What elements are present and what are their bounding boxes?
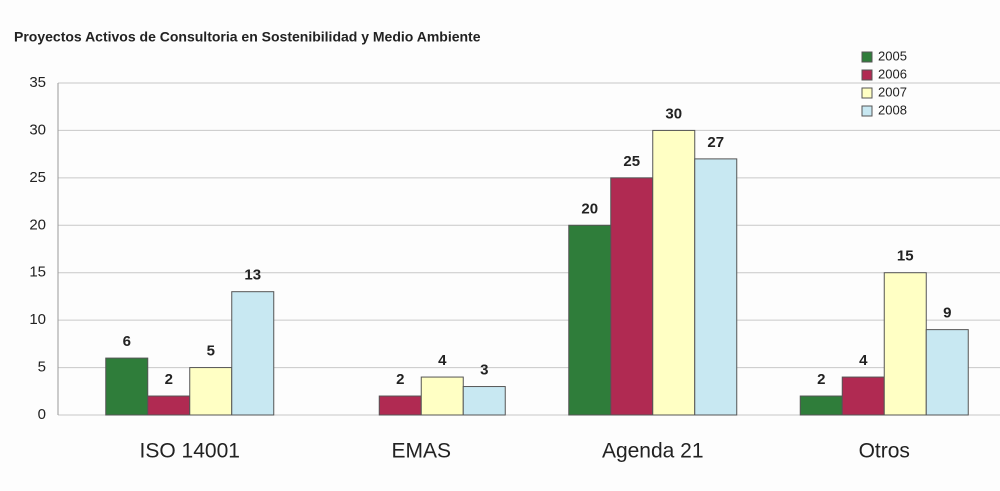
bar <box>147 395 191 416</box>
y-tick-label: 30 <box>29 121 46 138</box>
bar <box>105 357 149 416</box>
value-label: 30 <box>665 105 682 122</box>
bar <box>925 329 969 416</box>
bar <box>799 395 843 416</box>
value-label: 2 <box>165 371 173 388</box>
value-label: 13 <box>244 267 261 284</box>
value-label: 9 <box>943 305 951 322</box>
value-label: 4 <box>859 352 868 369</box>
y-tick-label: 35 <box>29 74 46 91</box>
value-label: 25 <box>623 153 640 170</box>
value-label: 6 <box>123 333 131 350</box>
y-tick-label: 20 <box>29 216 46 233</box>
value-label: 4 <box>438 352 447 369</box>
bar <box>462 386 506 416</box>
legend-label: 2005 <box>878 48 907 63</box>
bar <box>883 272 927 416</box>
value-label: 5 <box>207 343 215 360</box>
bar <box>694 158 738 416</box>
y-tick-label: 5 <box>38 359 46 376</box>
value-label: 27 <box>707 134 724 151</box>
legend-label: 2007 <box>878 84 907 99</box>
value-label: 3 <box>480 362 488 379</box>
bar <box>189 367 233 416</box>
bar <box>841 376 885 416</box>
y-tick-label: 25 <box>29 169 46 186</box>
x-tick-label: ISO 14001 <box>140 440 240 463</box>
bar <box>610 177 654 416</box>
legend-label: 2008 <box>878 102 907 117</box>
value-label: 2 <box>817 371 825 388</box>
legend-swatch <box>861 105 873 117</box>
bar <box>568 224 612 416</box>
legend-swatch <box>861 87 873 99</box>
bar <box>378 395 422 416</box>
chart-title: Proyectos Activos de Consultoria en Sost… <box>14 29 481 45</box>
x-tick-label: EMAS <box>391 440 451 463</box>
x-tick-label: Agenda 21 <box>602 440 704 463</box>
value-label: 15 <box>897 248 914 265</box>
bar <box>420 376 464 416</box>
legend-swatch <box>861 51 873 63</box>
y-tick-label: 15 <box>29 264 46 281</box>
x-tick-label: Otros <box>859 440 910 463</box>
value-label: 20 <box>581 200 598 217</box>
bar <box>231 291 275 416</box>
legend-label: 2006 <box>878 66 907 81</box>
legend-swatch <box>861 69 873 81</box>
bar <box>652 129 696 416</box>
y-tick-label: 10 <box>29 311 46 328</box>
y-tick-label: 0 <box>38 406 46 423</box>
value-label: 2 <box>396 371 404 388</box>
